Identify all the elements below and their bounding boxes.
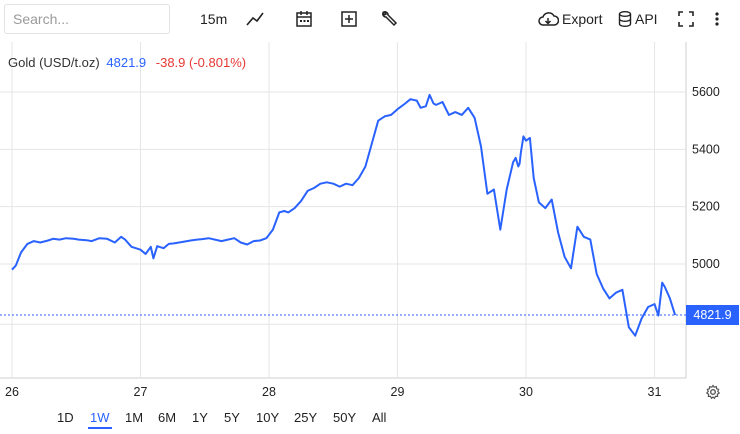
- gear-icon[interactable]: [705, 384, 721, 405]
- x-tick-label: 31: [648, 385, 662, 399]
- y-tick-label: 5200: [692, 200, 720, 214]
- legend-price: 4821.9: [106, 55, 147, 70]
- y-tick-label: 5000: [692, 257, 720, 271]
- add-box-icon[interactable]: [339, 6, 359, 32]
- interval-label: 15m: [200, 11, 228, 27]
- range-1y[interactable]: 1Y: [192, 410, 208, 425]
- calendar-icon[interactable]: [294, 6, 314, 32]
- range-6m[interactable]: 6M: [158, 410, 177, 425]
- database-icon: [618, 10, 632, 28]
- y-tick-label: 5600: [692, 85, 720, 99]
- api-label: API: [635, 11, 658, 27]
- cloud-download-icon: [537, 10, 559, 28]
- x-tick-label: 26: [5, 385, 19, 399]
- line-chart-icon[interactable]: [245, 6, 265, 32]
- range-1d[interactable]: 1D: [57, 410, 74, 425]
- range-1m[interactable]: 1M: [125, 410, 144, 425]
- x-tick-label: 28: [262, 385, 276, 399]
- wrench-icon[interactable]: [379, 6, 399, 32]
- range-25y[interactable]: 25Y: [294, 410, 318, 425]
- range-all[interactable]: All: [372, 410, 387, 425]
- export-button[interactable]: Export: [537, 6, 602, 32]
- y-tick-label: 5400: [692, 142, 720, 156]
- legend-change: -38.9 (-0.801%): [155, 55, 247, 70]
- x-tick-label: 30: [519, 385, 533, 399]
- range-50y[interactable]: 50Y: [333, 410, 357, 425]
- range-5y[interactable]: 5Y: [224, 410, 240, 425]
- series-line: [11, 93, 677, 337]
- interval-button[interactable]: 15m: [200, 6, 227, 32]
- more-vertical-icon[interactable]: [711, 6, 723, 32]
- range-1w[interactable]: 1W: [88, 410, 112, 429]
- fullscreen-icon[interactable]: [677, 6, 695, 32]
- chart-legend: Gold (USD/t.oz) 4821.9 -38.9 (-0.801%): [8, 55, 246, 70]
- toolbar: 15m Export API: [0, 0, 740, 38]
- x-tick-label: 29: [391, 385, 405, 399]
- search-input[interactable]: [4, 4, 170, 34]
- x-tick-label: 27: [134, 385, 148, 399]
- api-button[interactable]: API: [618, 6, 658, 32]
- last-price-tag: 4821.9: [686, 305, 739, 326]
- legend-name: Gold (USD/t.oz): [8, 55, 100, 70]
- range-10y[interactable]: 10Y: [256, 410, 280, 425]
- export-label: Export: [562, 11, 603, 27]
